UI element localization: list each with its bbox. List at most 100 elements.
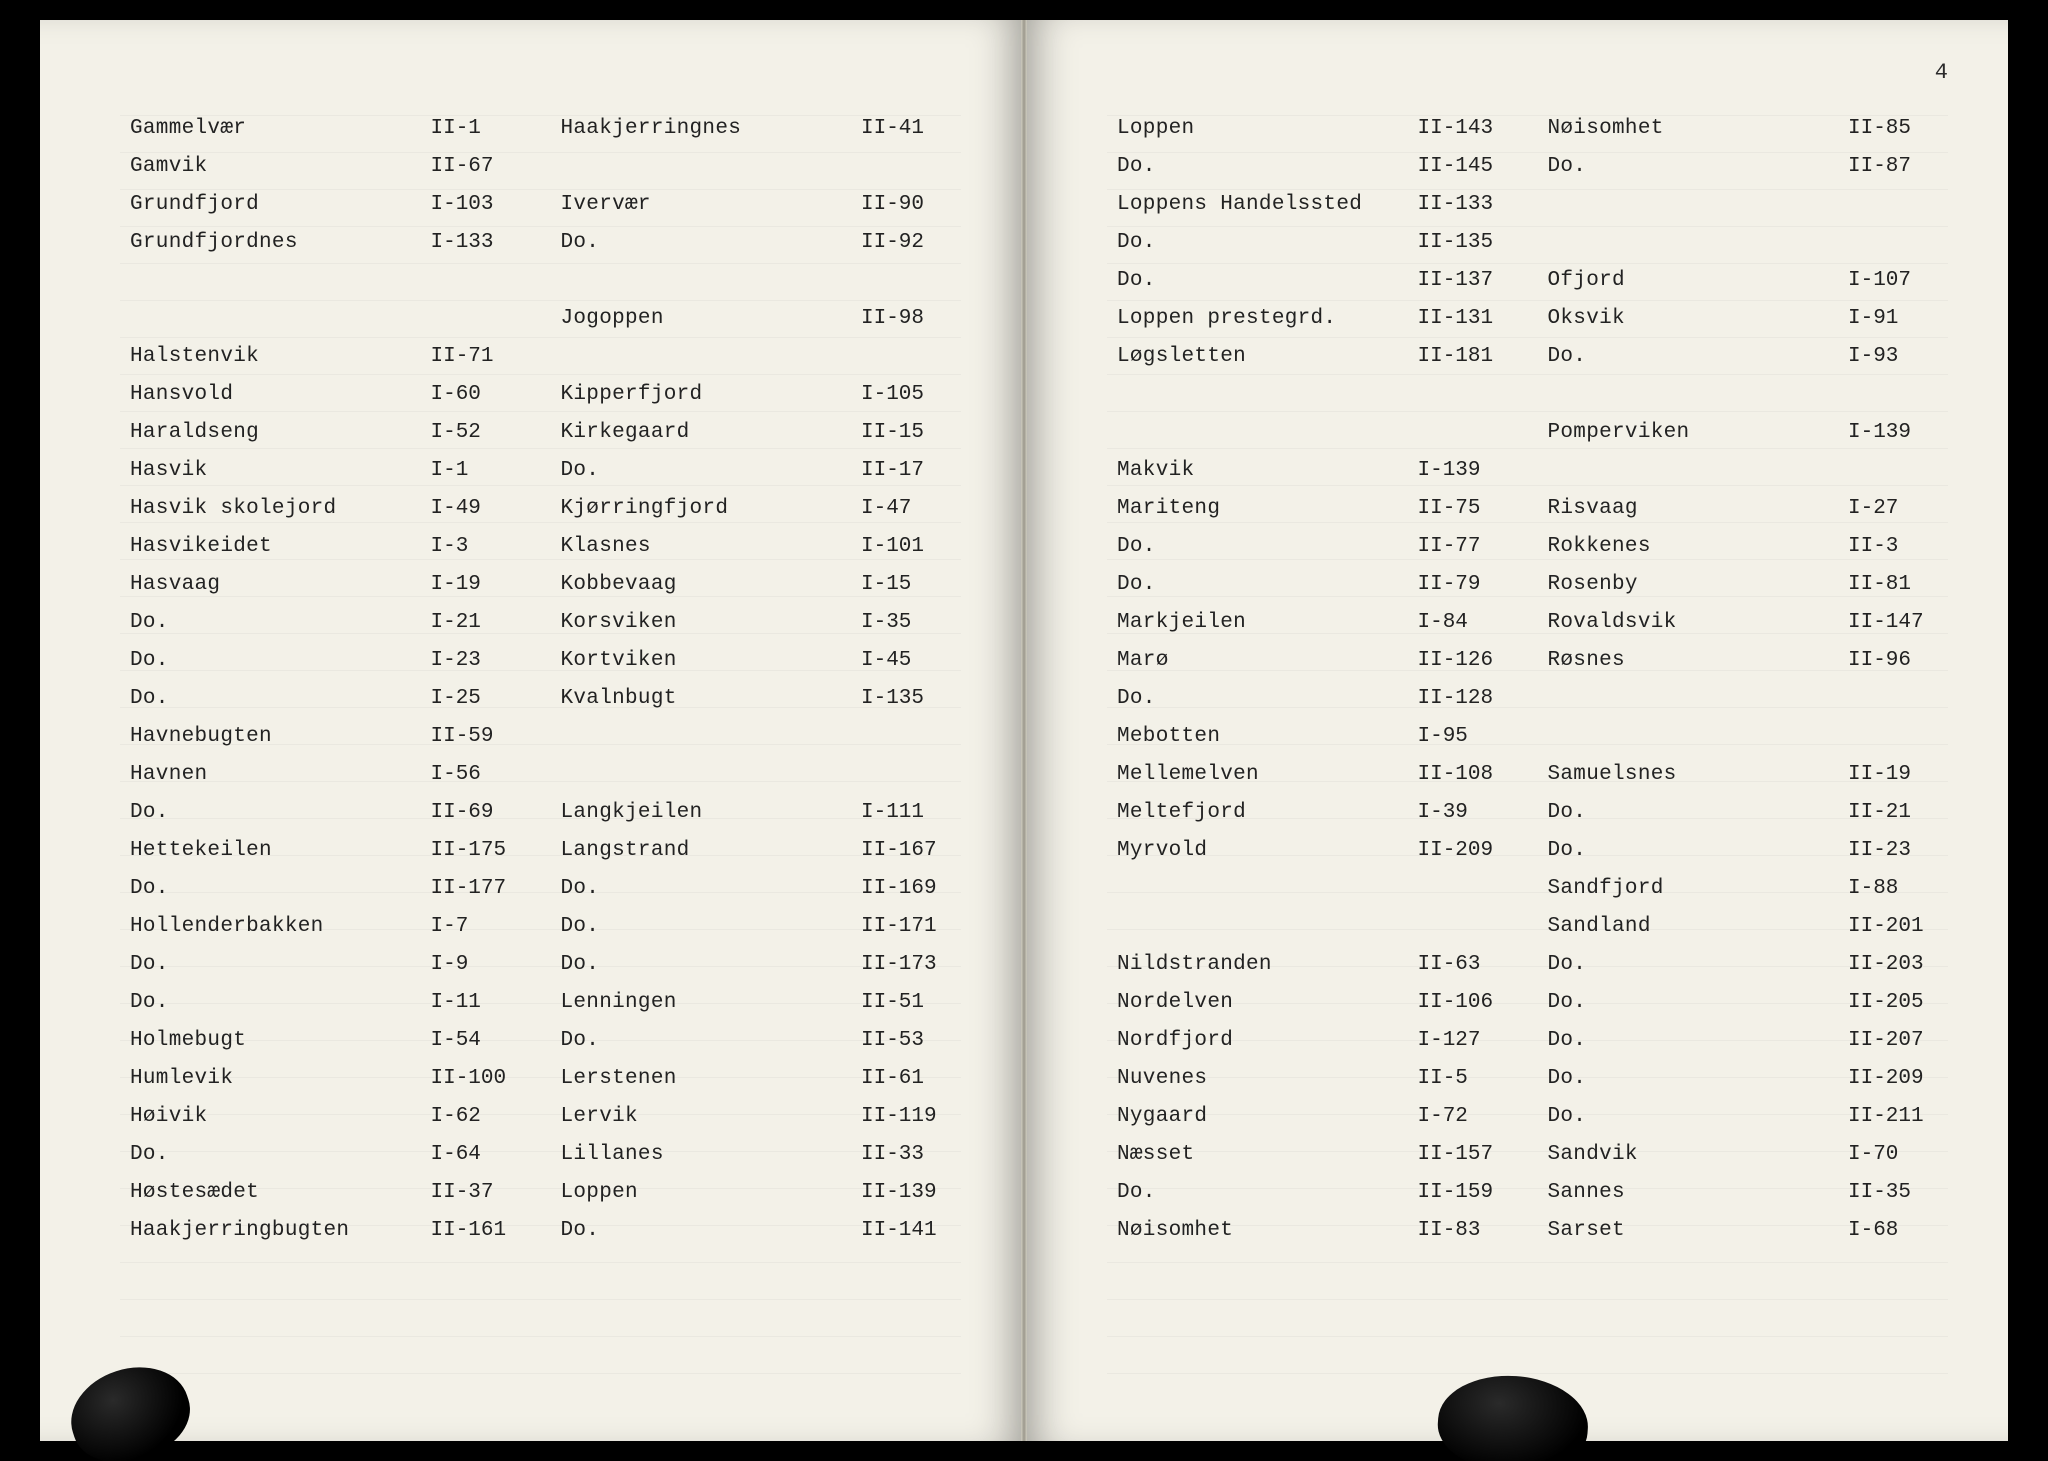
index-row	[1548, 452, 1939, 490]
index-row: SarsetI-68	[1548, 1212, 1939, 1250]
place-name: Do.	[1117, 155, 1418, 178]
index-row: Do.I-11	[130, 984, 521, 1022]
index-row: Do.II-77	[1117, 528, 1508, 566]
place-name: Grundfjord	[130, 193, 431, 216]
place-name: Myrvold	[1117, 839, 1418, 862]
index-row: Do.II-169	[561, 870, 952, 908]
reference-code: II-1	[431, 117, 521, 140]
place-name: Do.	[130, 611, 431, 634]
index-row: Do.I-64	[130, 1136, 521, 1174]
index-row: GrundfjordnesI-133	[130, 224, 521, 262]
place-name: Haakjerringnes	[561, 117, 862, 140]
reference-code: II-209	[1418, 839, 1508, 862]
reference-code: II-169	[861, 877, 951, 900]
index-row	[561, 262, 952, 300]
index-row: KvalnbugtI-135	[561, 680, 952, 718]
reference-code: I-91	[1848, 307, 1938, 330]
place-name: Høstesædet	[130, 1181, 431, 1204]
reference-code: II-137	[1418, 269, 1508, 292]
place-name: Nordelven	[1117, 991, 1418, 1014]
reference-code: II-201	[1848, 915, 1938, 938]
index-row: Do.I-9	[130, 946, 521, 984]
index-row: LervikII-119	[561, 1098, 952, 1136]
index-row: Do.I-23	[130, 642, 521, 680]
index-row	[130, 300, 521, 338]
index-row: KortvikenI-45	[561, 642, 952, 680]
place-name: Do.	[130, 649, 431, 672]
place-name: Løgsletten	[1117, 345, 1418, 368]
place-name: Hansvold	[130, 383, 431, 406]
index-row: Do.II-79	[1117, 566, 1508, 604]
reference-code: II-92	[861, 231, 951, 254]
place-name: Makvik	[1117, 459, 1418, 482]
index-row	[561, 718, 952, 756]
index-row: HolmebugtI-54	[130, 1022, 521, 1060]
index-row: HaakjerringbugtenII-161	[130, 1212, 521, 1250]
place-name: Jogoppen	[561, 307, 862, 330]
index-row	[1117, 870, 1508, 908]
index-row: MarkjeilenI-84	[1117, 604, 1508, 642]
index-row: HalstenvikII-71	[130, 338, 521, 376]
place-name: Do.	[1548, 991, 1849, 1014]
index-row: Do.II-128	[1117, 680, 1508, 718]
index-row: KorsvikenI-35	[561, 604, 952, 642]
reference-code: II-51	[861, 991, 951, 1014]
place-name: Sarset	[1548, 1219, 1849, 1242]
reference-code: II-5	[1418, 1067, 1508, 1090]
reference-code: I-135	[861, 687, 951, 710]
reference-code: II-126	[1418, 649, 1508, 672]
reference-code: I-105	[861, 383, 951, 406]
place-name: Korsviken	[561, 611, 862, 634]
place-name: Mebotten	[1117, 725, 1418, 748]
index-row: LenningenII-51	[561, 984, 952, 1022]
index-row: HavnebugtenII-59	[130, 718, 521, 756]
index-row: MakvikI-139	[1117, 452, 1508, 490]
reference-code: II-145	[1418, 155, 1508, 178]
place-name: Marø	[1117, 649, 1418, 672]
reference-code: II-181	[1418, 345, 1508, 368]
index-column: HaakjerringnesII-41IverværII-90Do.II-92J…	[561, 110, 952, 1381]
index-row	[561, 338, 952, 376]
index-row: LoppenII-143	[1117, 110, 1508, 148]
reference-code: II-83	[1418, 1219, 1508, 1242]
place-name: Do.	[1548, 1067, 1849, 1090]
index-row	[1548, 376, 1939, 414]
reference-code: II-96	[1848, 649, 1938, 672]
index-row: NildstrandenII-63	[1117, 946, 1508, 984]
reference-code: II-141	[861, 1219, 951, 1242]
reference-code: I-64	[431, 1143, 521, 1166]
place-name: Ivervær	[561, 193, 862, 216]
reference-code: II-59	[431, 725, 521, 748]
index-column: LoppenII-143Do.II-145Loppens Handelssted…	[1117, 110, 1508, 1381]
index-row: HansvoldI-60	[130, 376, 521, 414]
place-name: Do.	[130, 877, 431, 900]
index-row: Do.II-171	[561, 908, 952, 946]
place-name: Lillanes	[561, 1143, 862, 1166]
index-row: LøgslettenII-181	[1117, 338, 1508, 376]
place-name: Loppen prestegrd.	[1117, 307, 1418, 330]
index-row: Do.II-135	[1117, 224, 1508, 262]
place-name: Kirkegaard	[561, 421, 862, 444]
place-name: Hasvaag	[130, 573, 431, 596]
index-row: Do.II-53	[561, 1022, 952, 1060]
place-name: Høivik	[130, 1105, 431, 1128]
reference-code: II-139	[861, 1181, 951, 1204]
reference-code: I-72	[1418, 1105, 1508, 1128]
index-row: Do.II-141	[561, 1212, 952, 1250]
place-name: Sandland	[1548, 915, 1849, 938]
place-name: Do.	[1117, 535, 1418, 558]
reference-code: I-111	[861, 801, 951, 824]
reference-code: II-135	[1418, 231, 1508, 254]
index-row: JogoppenII-98	[561, 300, 952, 338]
reference-code: II-41	[861, 117, 951, 140]
index-row: MebottenI-95	[1117, 718, 1508, 756]
index-row: KirkegaardII-15	[561, 414, 952, 452]
reference-code: II-69	[431, 801, 521, 824]
reference-code: I-101	[861, 535, 951, 558]
place-name: Sannes	[1548, 1181, 1849, 1204]
index-row: Do.II-205	[1548, 984, 1939, 1022]
place-name: Humlevik	[130, 1067, 431, 1090]
index-row: Do.I-93	[1548, 338, 1939, 376]
index-row: LangkjeilenI-111	[561, 794, 952, 832]
reference-code: II-35	[1848, 1181, 1938, 1204]
